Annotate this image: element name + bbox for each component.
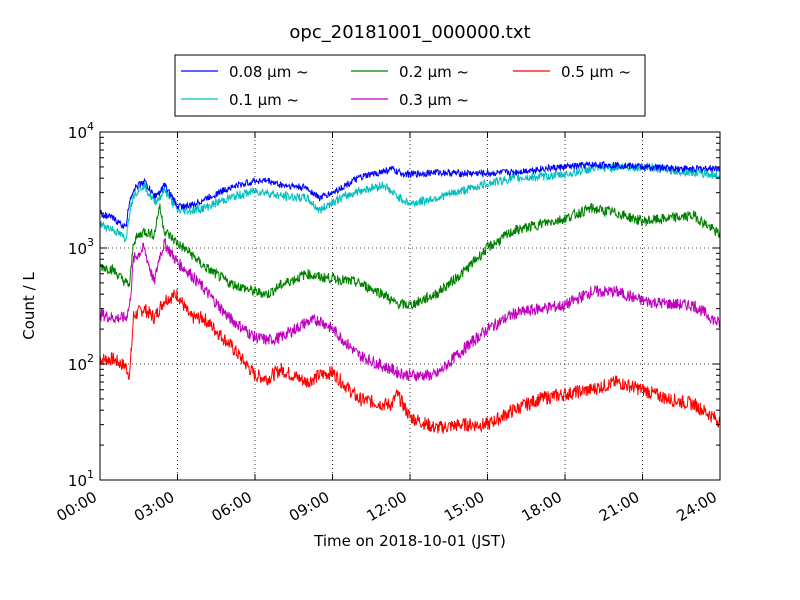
- grid: [100, 132, 720, 480]
- legend-label: 0.08 μm ~: [229, 63, 309, 81]
- y-tick-label: 101: [68, 468, 94, 490]
- y-tick-label: 102: [68, 352, 94, 374]
- series-line: [99, 202, 721, 311]
- y-ticks: 101 102 103 104: [68, 120, 720, 490]
- series-line: [99, 237, 721, 382]
- chart-title: opc_20181001_000000.txt: [289, 22, 530, 43]
- legend-label: 0.1 μm ~: [229, 91, 299, 109]
- series-lines: [99, 160, 721, 434]
- legend-label: 0.5 μm ~: [561, 63, 631, 81]
- legend: 0.08 μm ~ 0.1 μm ~ 0.2 μm ~ 0.3 μm ~ 0.5 μm …: [174, 54, 646, 117]
- x-axis-title: Time on 2018-10-01 (JST): [313, 532, 506, 550]
- legend-label: 0.3 μm ~: [399, 91, 469, 109]
- legend-entries: 0.08 μm ~ 0.1 μm ~ 0.2 μm ~ 0.3 μm ~ 0.5 μm …: [181, 63, 631, 109]
- legend-frame: [174, 54, 646, 117]
- legend-label: 0.2 μm ~: [399, 63, 469, 81]
- series-line: [99, 289, 721, 434]
- series-line: [99, 162, 721, 243]
- series-line: [99, 160, 721, 230]
- y-tick-label: 104: [68, 120, 94, 142]
- y-tick-label: 103: [68, 236, 94, 258]
- y-axis-title: Count / L: [20, 272, 38, 340]
